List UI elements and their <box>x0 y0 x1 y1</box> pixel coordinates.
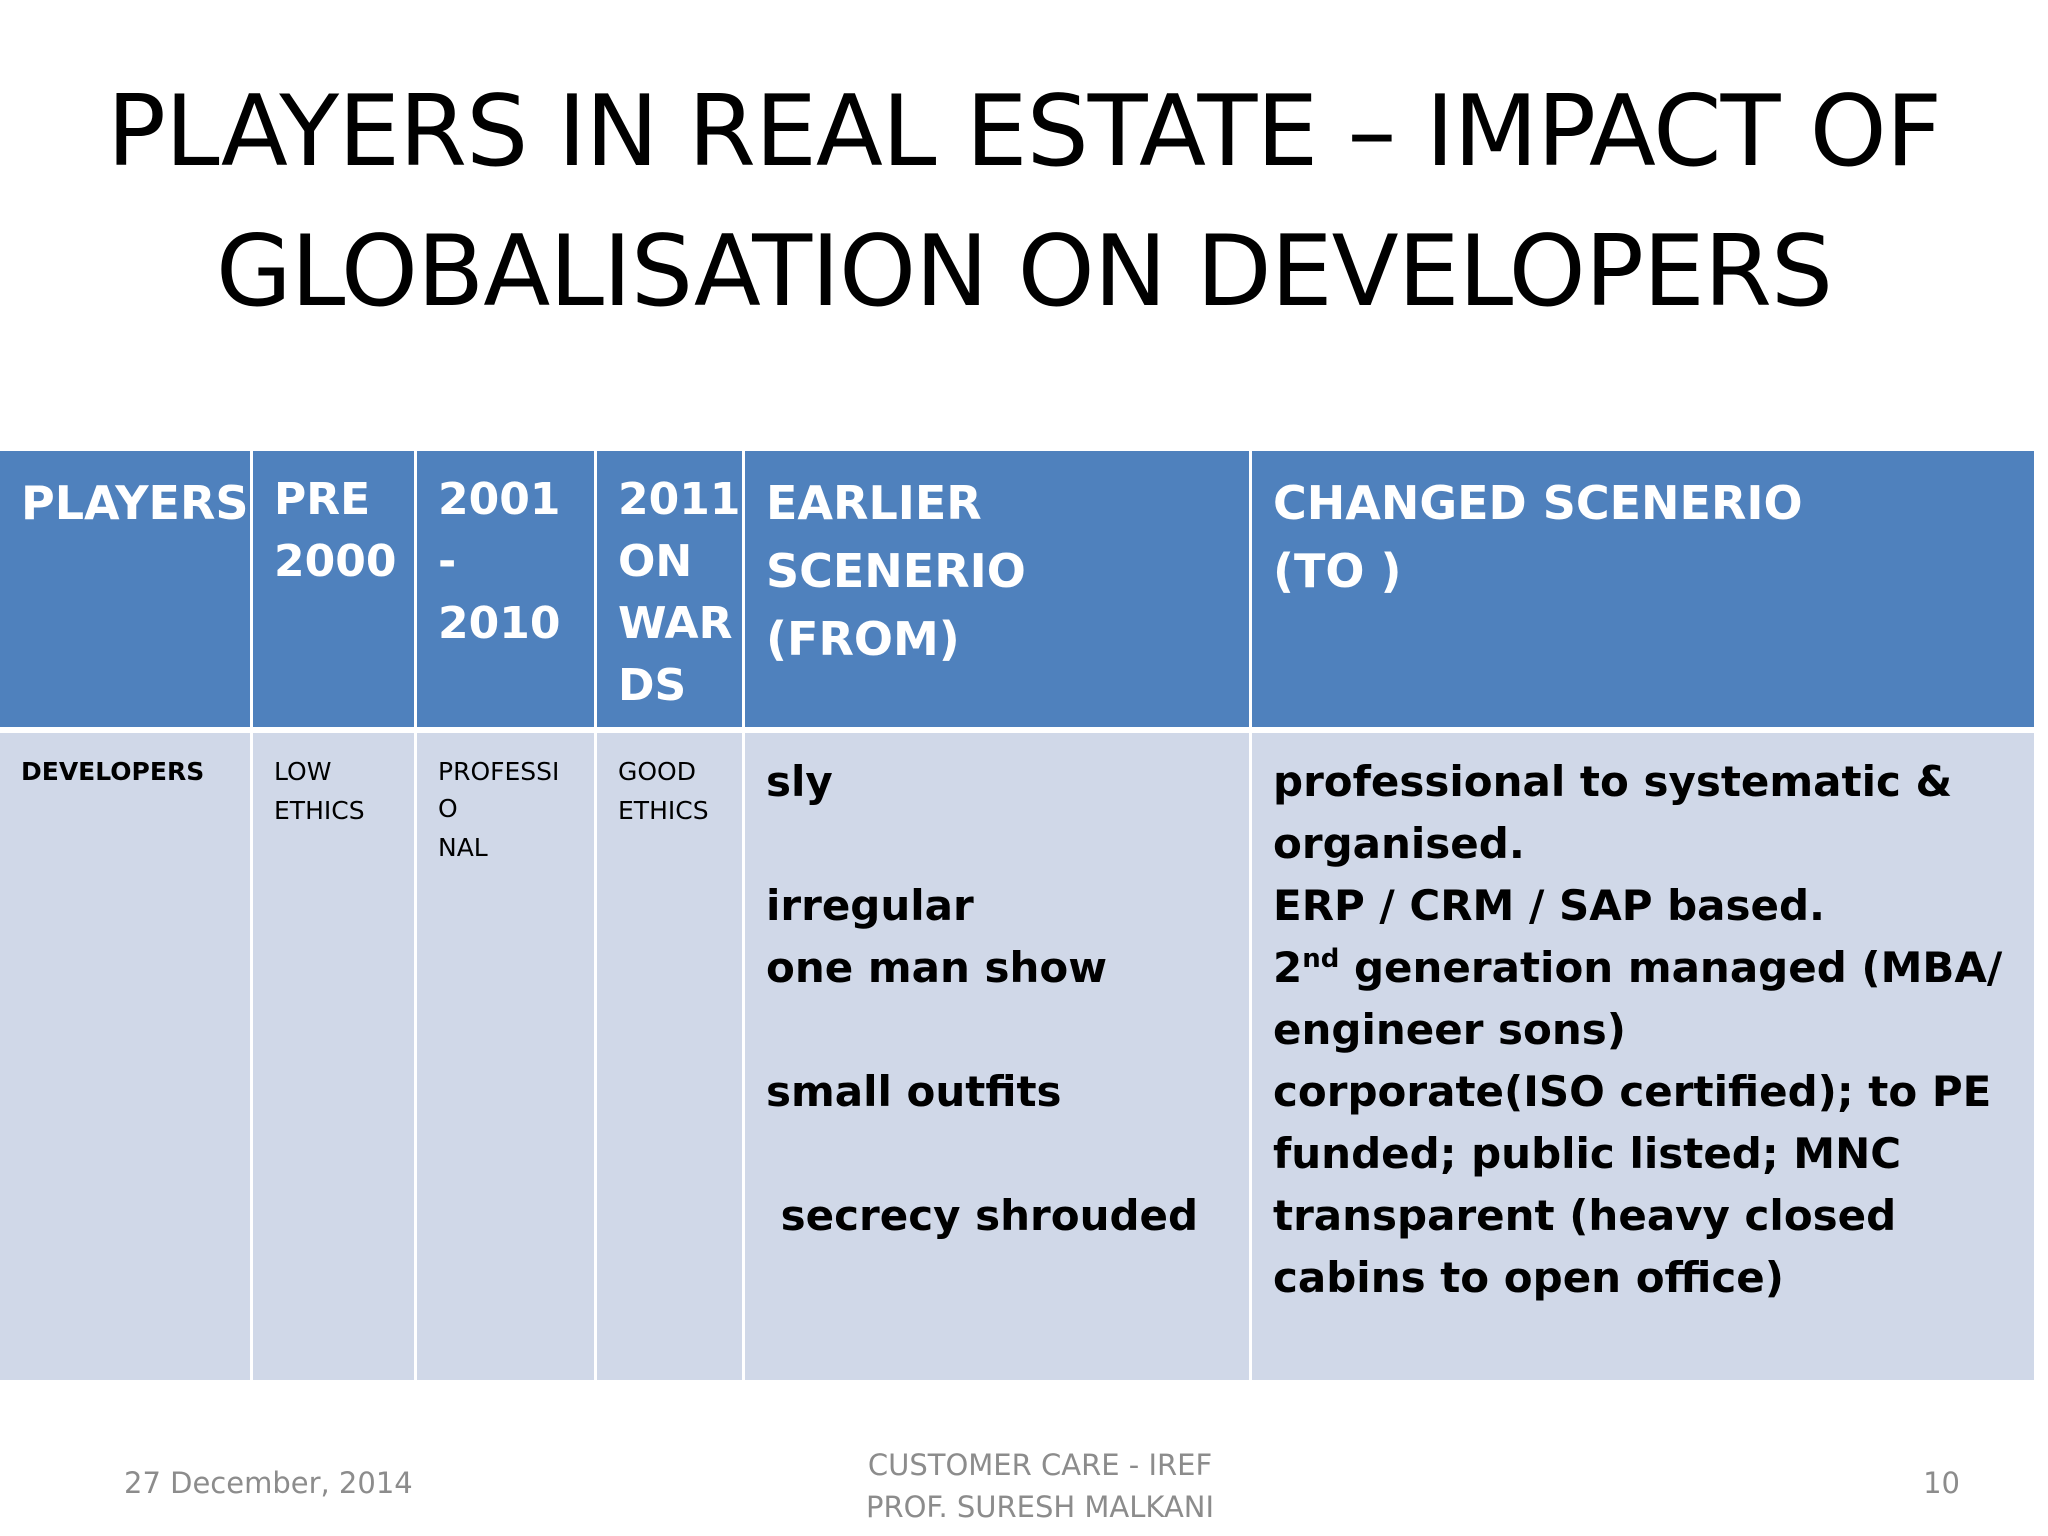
cell-2001-2010: PROFESSIO NAL <box>417 733 597 1380</box>
slide-title: PLAYERS IN REAL ESTATE – IMPACT OF GLOBA… <box>60 62 1988 342</box>
header-2001-2010: 2001 - 2010 <box>417 451 597 733</box>
cell-player: DEVELOPERS <box>0 733 253 1380</box>
players-table: PLAYERS PRE 2000 2001 - 2010 2011 ON WAR… <box>0 451 2034 1380</box>
header-players: PLAYERS <box>0 451 253 733</box>
list-item: one man show <box>766 943 1108 992</box>
slide-title-line-1: PLAYERS IN REAL ESTATE – IMPACT OF <box>106 75 1942 189</box>
earlier-list: sly irregular one man show small outfits… <box>766 751 1229 1247</box>
cell-pre-2000: LOW ETHICS <box>253 733 417 1380</box>
footer-center: CUSTOMER CARE - IREF PROF. SURESH MALKAN… <box>780 1444 1300 1528</box>
list-spacer <box>766 999 1229 1061</box>
list-spacer <box>766 1123 1229 1185</box>
page-number: 10 <box>1923 1466 1960 1500</box>
list-item: sly <box>766 757 833 806</box>
list-item: corporate(ISO certified); to PE funded; … <box>1273 1067 1992 1178</box>
list-item: transparent (heavy closed cabins to open… <box>1273 1191 1897 1302</box>
list-item: professional to systematic & organised. <box>1273 757 1953 868</box>
footer-author: PROF. SURESH MALKANI <box>865 1490 1215 1524</box>
list-item: 2nd generation managed (MBA/ engineer so… <box>1273 943 2003 1054</box>
list-item: ERP / CRM / SAP based. <box>1273 881 1826 930</box>
table-row: DEVELOPERS LOW ETHICS PROFESSIO NAL GOOD… <box>0 733 2034 1380</box>
header-changed-scenerio: CHANGED SCENERIO (TO ) <box>1252 451 2034 733</box>
list-item: irregular <box>766 881 974 930</box>
list-item: secrecy shrouded <box>766 1191 1199 1240</box>
table-header-row: PLAYERS PRE 2000 2001 - 2010 2011 ON WAR… <box>0 451 2034 733</box>
cell-2011-onwards: GOOD ETHICS <box>597 733 745 1380</box>
header-2011-onwards: 2011 ON WAR DS <box>597 451 745 733</box>
footer-date: 27 December, 2014 <box>124 1466 413 1500</box>
footer-course: CUSTOMER CARE - IREF <box>867 1448 1213 1482</box>
changed-list: professional to systematic & organised. … <box>1273 751 2014 1309</box>
list-item: small outfits <box>766 1067 1062 1116</box>
slide-title-line-2: GLOBALISATION ON DEVELOPERS <box>215 215 1833 329</box>
cell-changed-scenerio: professional to systematic & organised. … <box>1252 733 2034 1380</box>
header-earlier-scenerio: EARLIER SCENERIO (FROM) <box>745 451 1252 733</box>
list-spacer <box>766 813 1229 875</box>
header-pre-2000: PRE 2000 <box>253 451 417 733</box>
cell-earlier-scenerio: sly irregular one man show small outfits… <box>745 733 1252 1380</box>
